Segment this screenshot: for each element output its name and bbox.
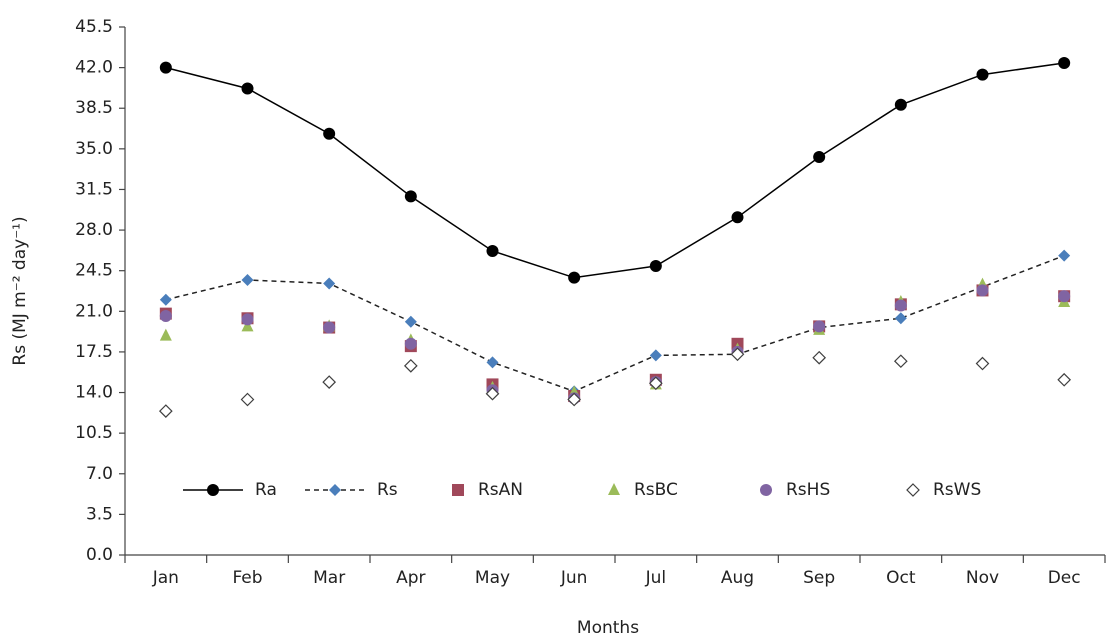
y-tick-label: 0.0 [86, 545, 113, 565]
marker [159, 328, 172, 341]
legend-marker [608, 483, 620, 495]
marker [568, 271, 581, 284]
marker [159, 309, 172, 322]
legend-marker [452, 484, 464, 496]
marker [404, 337, 417, 350]
x-tick-label: Jun [560, 568, 588, 588]
marker [813, 320, 826, 333]
marker [976, 284, 989, 297]
marker [894, 98, 907, 111]
marker [813, 150, 826, 163]
marker [730, 347, 745, 362]
marker [322, 375, 337, 389]
x-tick-label: Mar [313, 568, 345, 588]
x-tick-label: Feb [232, 568, 262, 588]
marker [404, 315, 417, 328]
marker [323, 321, 336, 334]
marker [323, 277, 336, 290]
legend-marker [329, 484, 341, 496]
x-axis-title: Months [577, 618, 639, 637]
legend-label: Ra [255, 480, 277, 500]
marker [649, 260, 662, 273]
y-tick-label: 28.0 [75, 220, 113, 240]
y-tick-label: 3.5 [86, 504, 113, 524]
series-line [165, 254, 1065, 393]
y-tick-label: 17.5 [75, 342, 113, 362]
x-tick-label: Jul [645, 568, 667, 588]
marker [241, 82, 254, 95]
marker [486, 244, 499, 257]
y-tick-label: 24.5 [75, 261, 113, 281]
legend-marker [906, 483, 920, 497]
legend-label: RsWS [933, 480, 981, 500]
marker [567, 392, 582, 407]
y-tick-label: 21.0 [75, 301, 113, 321]
marker [158, 404, 173, 418]
marker [1058, 290, 1071, 303]
marker [1057, 372, 1072, 387]
y-tick-label: 38.5 [75, 98, 113, 118]
x-tick-label: Apr [396, 568, 425, 588]
marker [240, 392, 255, 407]
marker [894, 312, 907, 325]
y-tick-label: 14.0 [75, 383, 113, 403]
marker [241, 273, 254, 286]
y-tick-label: 31.5 [75, 179, 113, 199]
marker [649, 349, 662, 362]
marker [159, 293, 172, 306]
marker [323, 127, 336, 140]
marker [241, 313, 254, 326]
marker [731, 211, 744, 224]
legend-label: RsHS [786, 480, 830, 500]
series-line [165, 62, 1065, 279]
x-tick-label: Aug [721, 568, 754, 588]
marker [975, 356, 990, 371]
marker [648, 376, 663, 391]
y-tick-label: 35.0 [75, 139, 113, 159]
x-tick-label: Nov [966, 568, 999, 588]
y-tick-label: 45.5 [75, 17, 113, 37]
y-tick-label: 7.0 [86, 464, 113, 484]
marker [894, 299, 907, 312]
marker [404, 190, 417, 203]
x-tick-label: Jan [152, 568, 179, 588]
x-tick-label: Oct [886, 568, 916, 588]
marker [485, 386, 500, 401]
y-tick-label: 10.5 [75, 423, 113, 443]
legend-label: RsBC [634, 480, 678, 500]
marker [486, 356, 499, 369]
marker [976, 68, 989, 81]
marker [1058, 56, 1071, 69]
legend-label: Rs [377, 480, 398, 500]
marker [403, 358, 418, 373]
x-tick-label: Dec [1048, 568, 1081, 588]
legend-label: RsAN [478, 480, 523, 500]
marker [812, 350, 827, 365]
y-tick-label: 42.0 [75, 58, 113, 78]
legend-marker [207, 484, 219, 496]
x-tick-label: Sep [803, 568, 835, 588]
marker [893, 354, 908, 369]
marker [159, 61, 172, 74]
y-axis-title: Rs (MJ m⁻² day⁻¹) [10, 216, 30, 365]
legend-marker [760, 484, 772, 496]
x-tick-label: May [475, 568, 510, 588]
marker [1058, 249, 1071, 262]
